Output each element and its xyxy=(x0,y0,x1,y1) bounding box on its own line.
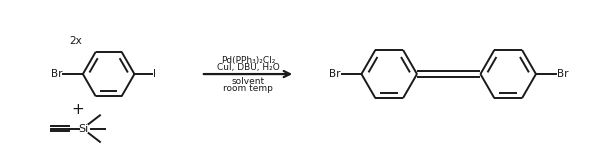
Text: Si: Si xyxy=(79,124,89,134)
Text: room temp: room temp xyxy=(223,84,273,93)
Text: +: + xyxy=(71,102,84,117)
Text: I: I xyxy=(153,69,156,79)
Text: Br: Br xyxy=(557,69,568,79)
Text: 2x: 2x xyxy=(69,36,82,46)
Text: Br: Br xyxy=(50,69,62,79)
Text: CuI, DBU, H₂O: CuI, DBU, H₂O xyxy=(217,63,280,72)
Text: Pd(PPh₃)₂Cl₂: Pd(PPh₃)₂Cl₂ xyxy=(221,56,275,65)
Text: Br: Br xyxy=(329,69,341,79)
Text: solvent: solvent xyxy=(232,77,265,86)
